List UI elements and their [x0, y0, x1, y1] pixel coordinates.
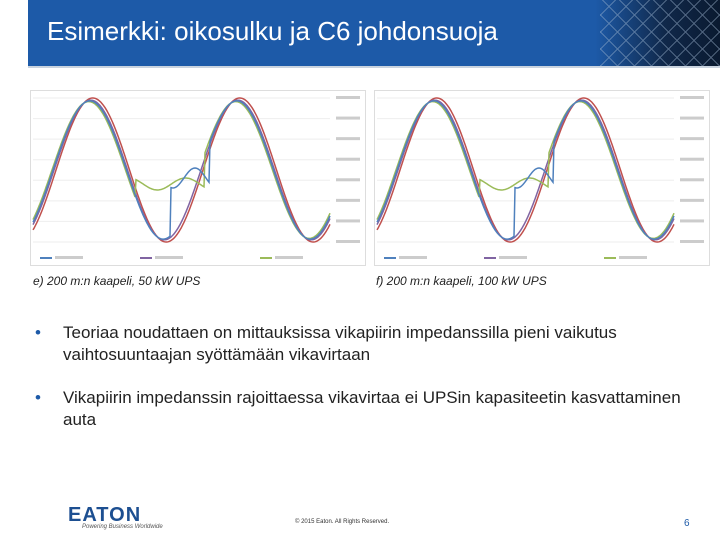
- waveform-figure: [30, 90, 366, 266]
- legend-label: [155, 256, 183, 259]
- axis-label: [680, 240, 704, 243]
- axis-label: [336, 137, 360, 141]
- bullet-text: Vikapiirin impedanssin rajoittaessa vika…: [63, 388, 681, 429]
- axis-label: [336, 219, 360, 223]
- axis-label: [680, 178, 704, 182]
- legend-label: [399, 256, 427, 259]
- title-bar: [28, 0, 720, 66]
- axis-label: [680, 219, 704, 223]
- copyright: © 2015 Eaton. All Rights Reserved.: [295, 519, 390, 525]
- axis-label: [336, 198, 360, 202]
- waveform-figure: [374, 90, 710, 266]
- title-rule: [28, 66, 720, 68]
- axis-label: [680, 198, 704, 202]
- axis-label: [680, 116, 704, 120]
- axis-label: [680, 157, 704, 161]
- axis-label: [336, 96, 360, 99]
- legend-label: [55, 256, 83, 259]
- axis-label: [336, 157, 360, 161]
- ups-wave-2: [32, 100, 331, 240]
- axis-label: [680, 137, 704, 141]
- legend-label: [275, 256, 303, 259]
- bullet-text: Teoriaa noudattaen on mittauksissa vikap…: [63, 323, 617, 364]
- title-image: [600, 0, 720, 66]
- axis-label: [336, 240, 360, 243]
- axis-label: [336, 178, 360, 182]
- tagline: Powering Business Worldwide: [82, 524, 163, 530]
- legend-label: [499, 256, 527, 259]
- bullet: • Vikapiirin impedanssin rajoittaessa vik…: [35, 387, 685, 431]
- figure-caption: f) 200 m:n kaapeli, 100 kW UPS: [376, 274, 547, 288]
- page-number: 6: [684, 518, 690, 529]
- bullet: • Teoriaa noudattaen on mittauksissa vika…: [35, 322, 685, 366]
- figure-caption: e) 200 m:n kaapeli, 50 kW UPS: [33, 274, 201, 288]
- axis-label: [336, 116, 360, 120]
- logo: EATON: [68, 504, 142, 526]
- slide-title: Esimerkki: oikosulku ja C6 johdonsuoja: [47, 16, 498, 46]
- axis-label: [680, 96, 704, 99]
- legend-label: [619, 256, 647, 259]
- ups-wave-2: [376, 100, 675, 240]
